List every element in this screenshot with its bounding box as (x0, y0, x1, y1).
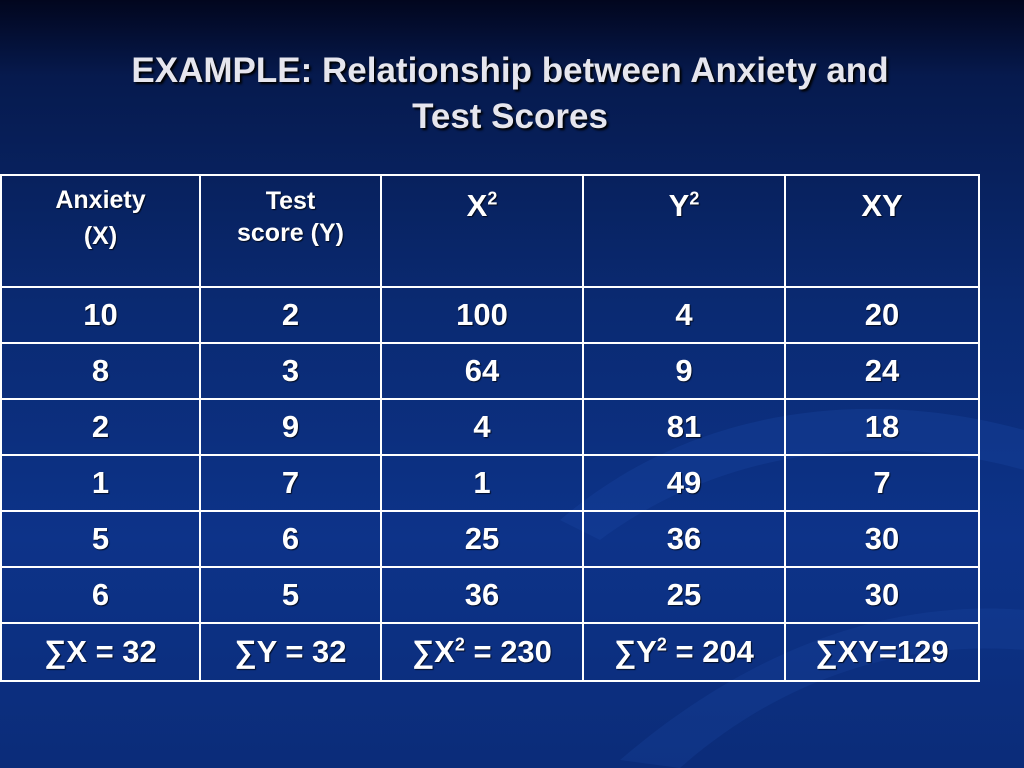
cell: 2 (0, 398, 201, 456)
cell: 7 (784, 454, 980, 512)
cell: 6 (199, 510, 382, 568)
header-x-squared: X2 (380, 174, 584, 288)
header-row: Anxiety (X) Test score (Y) X2 Y2 XY (0, 174, 980, 288)
header-anxiety: Anxiety (X) (0, 174, 201, 288)
table-row: 1 7 1 49 7 (0, 454, 980, 512)
cell: 1 (0, 454, 201, 512)
cell: 81 (582, 398, 786, 456)
header-y-squared: Y2 (582, 174, 786, 288)
cell: 9 (582, 342, 786, 400)
table-row: 6 5 36 25 30 (0, 566, 980, 624)
cell: 20 (784, 286, 980, 344)
title-line-1: EXAMPLE: Relationship between Anxiety an… (131, 51, 889, 90)
header-test-score: Test score (Y) (199, 174, 382, 288)
cell: 30 (784, 566, 980, 624)
table-row: 8 3 64 9 24 (0, 342, 980, 400)
table-row: 2 9 4 81 18 (0, 398, 980, 456)
cell: 6 (0, 566, 201, 624)
cell: 4 (380, 398, 584, 456)
cell: 1 (380, 454, 584, 512)
slide-title: EXAMPLE: Relationship between Anxiety an… (60, 48, 960, 140)
cell: 9 (199, 398, 382, 456)
data-table: Anxiety (X) Test score (Y) X2 Y2 XY 10 2… (0, 174, 980, 682)
title-line-2: Test Scores (412, 97, 608, 136)
header-xy: XY (784, 174, 980, 288)
cell: 5 (0, 510, 201, 568)
cell: 36 (380, 566, 584, 624)
total-x-squared: ∑X2 = 230 (380, 622, 584, 682)
table-row: 10 2 100 4 20 (0, 286, 980, 344)
cell: 36 (582, 510, 786, 568)
cell: 3 (199, 342, 382, 400)
total-x: ∑X = 32 (0, 622, 201, 682)
totals-row: ∑X = 32 ∑Y = 32 ∑X2 = 230 ∑Y2 = 204 ∑XY=… (0, 622, 980, 682)
cell: 2 (199, 286, 382, 344)
table-row: 5 6 25 36 30 (0, 510, 980, 568)
cell: 64 (380, 342, 584, 400)
cell: 18 (784, 398, 980, 456)
cell: 25 (582, 566, 786, 624)
cell: 49 (582, 454, 786, 512)
total-y-squared: ∑Y2 = 204 (582, 622, 786, 682)
total-xy: ∑XY=129 (784, 622, 980, 682)
cell: 30 (784, 510, 980, 568)
cell: 8 (0, 342, 201, 400)
cell: 100 (380, 286, 584, 344)
total-y: ∑Y = 32 (199, 622, 382, 682)
cell: 25 (380, 510, 584, 568)
cell: 10 (0, 286, 201, 344)
cell: 24 (784, 342, 980, 400)
cell: 7 (199, 454, 382, 512)
cell: 4 (582, 286, 786, 344)
cell: 5 (199, 566, 382, 624)
